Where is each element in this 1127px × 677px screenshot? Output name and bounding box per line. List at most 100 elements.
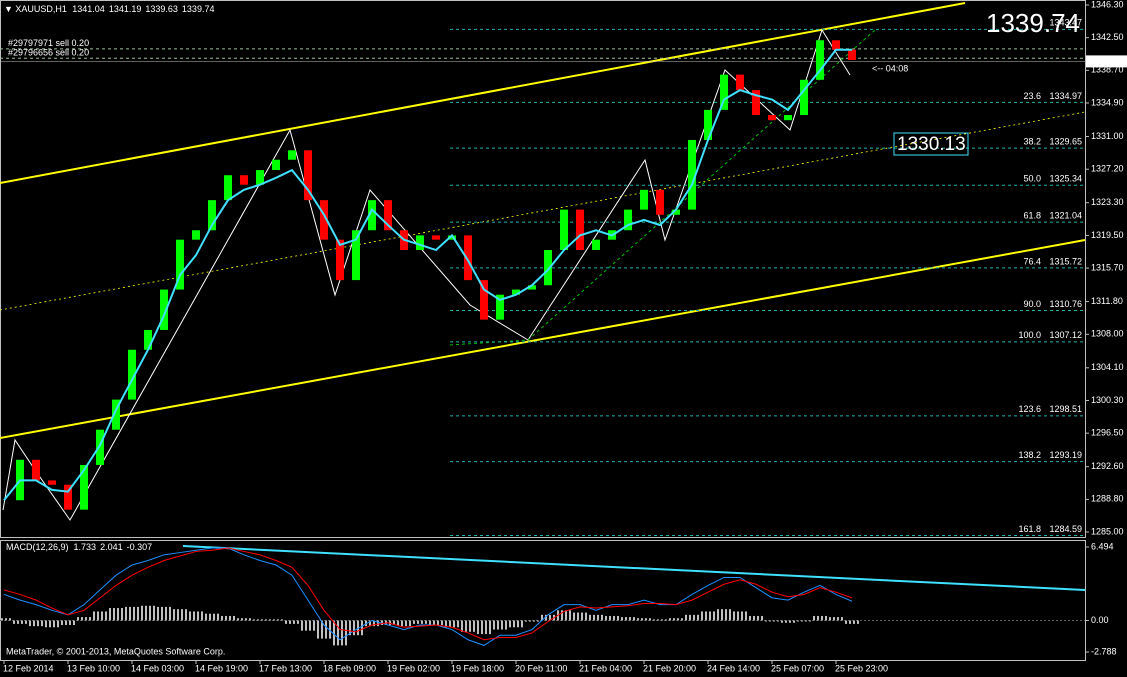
- histogram-bar: [625, 617, 627, 621]
- x-tick-label: 17 Feb 13:00: [259, 663, 312, 673]
- histogram-bar: [369, 620, 371, 627]
- histogram-bar: [205, 613, 207, 621]
- histogram-bar: [85, 617, 87, 621]
- histogram-bar: [377, 620, 379, 627]
- histogram-bar: [121, 608, 123, 621]
- candle: [112, 399, 120, 430]
- histogram-bar: [757, 615, 759, 621]
- histogram-bar: [797, 620, 799, 622]
- histogram-bar: [741, 611, 743, 621]
- y-tick-label: 1292.60: [1091, 461, 1124, 471]
- fib-price: 1321.04: [1049, 211, 1082, 221]
- histogram-bar: [213, 613, 215, 621]
- fib-level: 123.6: [1018, 404, 1041, 414]
- histogram-bar: [737, 611, 739, 621]
- histogram-bar: [221, 615, 223, 621]
- histogram-bar: [721, 609, 723, 621]
- histogram-bar: [685, 614, 687, 621]
- histogram-bar: [321, 620, 323, 639]
- histogram-bar: [129, 606, 131, 621]
- fib-level: 161.8: [1018, 524, 1041, 534]
- macd-trendline: [182, 545, 1086, 591]
- histogram-bar: [453, 620, 455, 628]
- candle: [576, 209, 584, 251]
- histogram-bar: [141, 605, 143, 621]
- price-box: [1086, 55, 1127, 68]
- candle: [256, 170, 264, 185]
- candle: [656, 189, 664, 215]
- histogram-bar: [361, 620, 363, 636]
- histogram-bar: [389, 620, 391, 626]
- histogram-bar: [325, 620, 327, 639]
- histogram-bar: [777, 620, 779, 622]
- ohlc-low: 1339.63: [145, 4, 178, 14]
- histogram-bar: [1, 618, 3, 621]
- histogram-bar: [521, 620, 523, 628]
- histogram-bar: [509, 620, 511, 628]
- histogram-bar: [629, 617, 631, 621]
- histogram-bar: [105, 611, 107, 621]
- histogram-bar: [473, 620, 475, 632]
- histogram-bar: [273, 619, 275, 621]
- histogram-bar: [429, 620, 431, 626]
- ohlc-open: 1341.04: [72, 4, 105, 14]
- histogram-bar: [277, 619, 279, 621]
- histogram-bar: [293, 620, 295, 624]
- fib-level: 38.2: [1023, 137, 1041, 147]
- y-tick-label: 1346.30: [1091, 0, 1124, 9]
- histogram-bar: [433, 620, 435, 626]
- histogram-bar: [397, 620, 399, 627]
- histogram-bar: [61, 620, 63, 626]
- macd-main: 1.733: [74, 542, 97, 552]
- candle: [128, 349, 136, 400]
- histogram-bar: [729, 609, 731, 621]
- histogram-bar: [489, 620, 491, 635]
- histogram-bar: [677, 618, 679, 621]
- histogram-bar: [209, 613, 211, 621]
- histogram-bar: [265, 619, 267, 621]
- histogram-bar: [309, 620, 311, 631]
- histogram-bar: [25, 620, 27, 624]
- histogram-bar: [805, 620, 807, 622]
- fib-level: 138.2: [1018, 450, 1041, 460]
- histogram-bar: [89, 617, 91, 621]
- x-tick-label: 14 Feb 03:00: [131, 663, 184, 673]
- histogram-bar: [577, 612, 579, 621]
- histogram-bar: [649, 618, 651, 621]
- histogram-bar: [237, 618, 239, 621]
- ohlc-high: 1341.19: [109, 4, 142, 14]
- candle: [144, 329, 152, 350]
- histogram-bar: [257, 619, 259, 621]
- fib-price: 1315.72: [1049, 256, 1082, 266]
- y-tick-label: 0.00: [1091, 615, 1109, 625]
- histogram-bar: [585, 612, 587, 621]
- histogram-bar: [405, 620, 407, 627]
- histogram-bar: [461, 620, 463, 632]
- histogram-bar: [789, 620, 791, 623]
- candle: [464, 235, 472, 281]
- histogram-bar: [425, 620, 427, 624]
- histogram-bar: [549, 614, 551, 621]
- y-tick-label: 1338.70: [1091, 65, 1124, 75]
- histogram-bar: [201, 611, 203, 621]
- histogram-bar: [177, 609, 179, 621]
- histogram-bar: [573, 612, 575, 621]
- histogram-bar: [169, 606, 171, 621]
- y-tick-label: 1308.00: [1091, 329, 1124, 339]
- candle: [592, 239, 600, 251]
- price-label: 1330.13: [897, 134, 966, 155]
- histogram-bar: [665, 619, 667, 621]
- macd-panel: [0, 540, 1086, 661]
- candle: [768, 115, 776, 121]
- histogram-bar: [609, 615, 611, 621]
- histogram-bar: [753, 615, 755, 621]
- histogram-bar: [661, 619, 663, 621]
- histogram-bar: [421, 620, 423, 624]
- histogram-bar: [217, 613, 219, 621]
- candle: [416, 235, 424, 251]
- histogram-bar: [513, 620, 515, 628]
- histogram-bar: [241, 618, 243, 621]
- histogram-bar: [313, 620, 315, 631]
- macd-diff: -0.307: [127, 542, 153, 552]
- histogram-bar: [13, 620, 15, 624]
